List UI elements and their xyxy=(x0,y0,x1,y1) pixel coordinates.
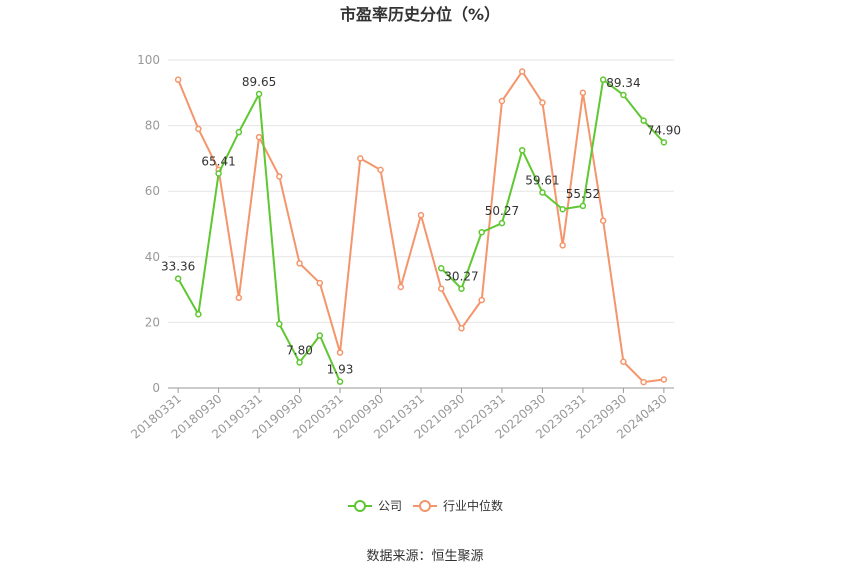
series-line xyxy=(177,69,665,384)
data-point xyxy=(316,332,324,339)
data-point xyxy=(417,211,425,219)
data-label: 50.27 xyxy=(485,204,519,218)
data-label: 89.34 xyxy=(606,76,640,90)
data-point xyxy=(660,139,668,146)
data-label: 30.27 xyxy=(444,270,478,284)
data-point xyxy=(255,133,263,141)
data-point xyxy=(174,76,182,83)
data-point xyxy=(498,97,506,105)
data-point xyxy=(255,90,263,98)
data-point xyxy=(437,265,445,272)
legend-marker-icon xyxy=(419,500,431,512)
data-point xyxy=(458,325,465,332)
data-label: 55.52 xyxy=(566,187,600,201)
legend-label: 行业中位数 xyxy=(443,498,503,513)
data-point xyxy=(579,89,587,97)
legend-item-company[interactable]: 公司 xyxy=(348,499,402,513)
data-point xyxy=(437,285,445,292)
data-point xyxy=(296,260,303,267)
source-note: 数据来源：恒生聚源 xyxy=(366,549,483,564)
data-point xyxy=(336,349,344,356)
data-point xyxy=(518,68,526,75)
data-point xyxy=(336,378,344,385)
data-point xyxy=(296,359,303,366)
legend-marker-icon xyxy=(354,500,366,512)
data-point xyxy=(640,117,647,124)
data-point xyxy=(620,358,627,366)
data-label: 74.90 xyxy=(647,123,681,137)
data-point xyxy=(195,310,202,318)
data-label: 1.93 xyxy=(327,363,354,377)
data-point xyxy=(539,189,546,196)
data-point xyxy=(539,99,546,106)
data-point xyxy=(458,285,465,292)
data-point xyxy=(235,128,243,136)
legend-item-industry-median[interactable]: 行业中位数 xyxy=(413,498,503,513)
y-tick-label: 40 xyxy=(145,250,160,264)
data-point xyxy=(579,202,587,210)
data-point xyxy=(357,155,364,162)
data-label: 7.80 xyxy=(286,343,313,357)
data-point xyxy=(377,166,384,174)
data-point xyxy=(518,146,526,154)
data-point xyxy=(478,228,485,236)
series-layer xyxy=(174,68,668,386)
data-point xyxy=(215,170,222,177)
legend-label: 公司 xyxy=(378,499,402,513)
data-labels: 33.36 65.41 89.65 7.80 1.93 30.27 50.27 59.61 55… xyxy=(161,75,681,377)
chart-title: 市盈率历史分位（%） xyxy=(340,5,500,24)
data-label: 59.61 xyxy=(525,173,559,187)
y-tick-label: 60 xyxy=(145,184,160,198)
data-label: 65.41 xyxy=(201,154,235,168)
y-tick-label: 20 xyxy=(145,315,160,329)
data-point xyxy=(660,376,668,383)
data-point xyxy=(559,205,566,213)
series-industry-median xyxy=(174,68,668,386)
data-point xyxy=(276,320,283,328)
y-tick-label: 100 xyxy=(137,53,160,67)
data-point xyxy=(620,91,627,99)
data-point xyxy=(478,296,485,304)
data-point xyxy=(195,125,202,133)
data-point xyxy=(397,283,405,291)
y-tick-label: 80 xyxy=(145,119,160,133)
data-point xyxy=(174,275,182,282)
legend[interactable]: 公司 行业中位数 xyxy=(348,498,503,513)
y-tick-label: 0 xyxy=(152,381,160,395)
data-point xyxy=(599,76,607,83)
y-axis: 0 20 40 60 80 100 xyxy=(137,53,160,395)
data-point xyxy=(599,217,607,224)
data-label: 89.65 xyxy=(242,75,276,89)
series-company xyxy=(174,76,668,385)
x-axis: 2018033120180930201903312019093020200331… xyxy=(128,387,674,442)
series-line xyxy=(440,77,665,291)
data-label: 33.36 xyxy=(161,260,195,274)
data-point xyxy=(235,294,243,302)
data-point xyxy=(316,279,324,287)
data-point xyxy=(498,219,506,227)
data-point xyxy=(559,242,566,249)
data-point xyxy=(276,173,283,180)
data-point xyxy=(640,378,647,386)
